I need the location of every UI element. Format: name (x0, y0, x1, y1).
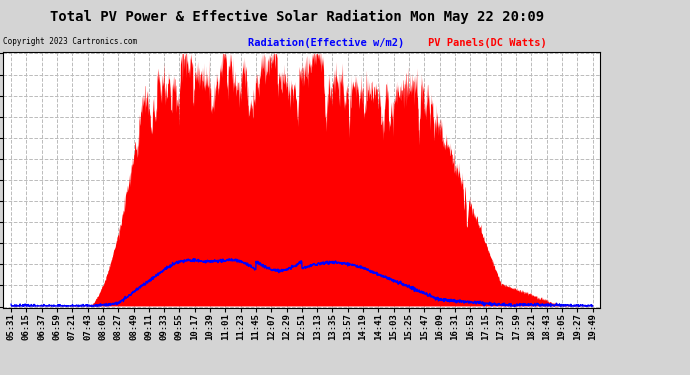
Text: Radiation(Effective w/m2): Radiation(Effective w/m2) (248, 38, 404, 48)
Text: Copyright 2023 Cartronics.com: Copyright 2023 Cartronics.com (3, 38, 137, 46)
Text: PV Panels(DC Watts): PV Panels(DC Watts) (428, 38, 546, 48)
Text: Total PV Power & Effective Solar Radiation Mon May 22 20:09: Total PV Power & Effective Solar Radiati… (50, 9, 544, 24)
